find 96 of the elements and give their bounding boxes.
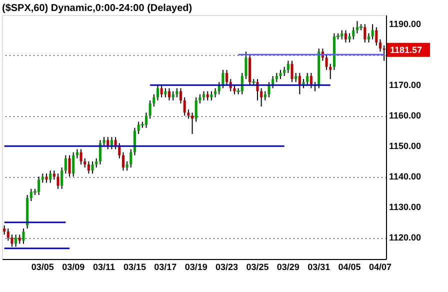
candlestick xyxy=(3,224,6,236)
candlestick xyxy=(310,72,312,89)
candlestick xyxy=(18,234,21,244)
candlestick xyxy=(378,38,382,52)
candlestick xyxy=(279,69,282,80)
x-tick-label: 04/07 xyxy=(368,262,392,272)
x-tick-label: 03/15 xyxy=(123,262,146,272)
candlestick xyxy=(156,84,160,101)
y-tick-label: 1190.00 xyxy=(389,19,422,30)
candlestick xyxy=(206,90,209,101)
candlestick xyxy=(41,173,44,184)
y-tick-label: 1150.00 xyxy=(389,141,422,152)
candlestick xyxy=(260,88,263,107)
candlestick xyxy=(352,26,355,40)
x-tick-label: 03/19 xyxy=(184,262,208,272)
candlestick xyxy=(202,90,206,101)
candlestick xyxy=(283,66,286,76)
candlestick xyxy=(226,69,228,86)
candlestick xyxy=(10,234,14,248)
candlestick xyxy=(244,51,248,80)
candlestick xyxy=(348,32,351,43)
x-tick-label: 03/11 xyxy=(93,262,116,272)
candlestick xyxy=(214,88,217,98)
candlestick xyxy=(133,127,136,156)
candlestick xyxy=(367,32,370,43)
candlestick xyxy=(364,24,366,43)
candlestick xyxy=(122,152,124,172)
candlestick xyxy=(275,72,278,83)
candlestick xyxy=(298,72,301,95)
candlestick xyxy=(72,152,75,178)
y-tick-label: 1140.00 xyxy=(389,172,422,182)
candlestick xyxy=(233,84,236,95)
candlestick xyxy=(306,72,309,86)
x-tick-label: 03/31 xyxy=(308,262,330,272)
candlestick xyxy=(164,88,167,98)
candlestick xyxy=(176,88,178,98)
candlestick xyxy=(60,167,64,190)
x-tick-label: 03/05 xyxy=(31,262,54,272)
candlestick xyxy=(98,140,102,165)
candlestick xyxy=(329,63,332,80)
x-tick-label: 03/25 xyxy=(246,262,269,272)
candlestick xyxy=(56,173,60,190)
chart-title: ($SPX,60) Dynamic,0:00-24:00 (Delayed) xyxy=(2,3,192,14)
candlestick xyxy=(264,90,266,101)
candlestick xyxy=(183,96,186,116)
candlestick xyxy=(76,148,78,159)
candlestick xyxy=(80,148,82,165)
candlestick xyxy=(148,100,152,120)
candlestick xyxy=(45,173,48,184)
candlestick xyxy=(87,160,90,174)
candlestick xyxy=(68,154,71,178)
candlestick xyxy=(152,94,156,107)
candlestick xyxy=(371,24,374,40)
candlestick xyxy=(14,234,18,248)
text: 1181.57 xyxy=(390,44,422,55)
candlestick xyxy=(198,94,202,104)
x-tick-label: 03/29 xyxy=(276,262,300,272)
candlestick xyxy=(160,84,163,98)
candlestick xyxy=(130,148,132,168)
candlestick xyxy=(102,136,106,147)
candlestick xyxy=(180,88,182,104)
candlestick xyxy=(187,109,190,120)
y-tick-label: 1160.00 xyxy=(389,110,422,121)
candlestick xyxy=(344,30,347,43)
x-tick-label: 03/17 xyxy=(154,262,177,272)
candlestick xyxy=(325,54,328,70)
x-tick-label: 03/09 xyxy=(62,262,85,272)
candlestick xyxy=(118,142,121,159)
candlestick xyxy=(84,158,86,168)
candlestick xyxy=(52,170,56,180)
candlestick xyxy=(290,60,294,83)
candlestick xyxy=(126,160,128,172)
candlestick xyxy=(256,78,259,101)
x-tick-label: 04/05 xyxy=(338,262,361,272)
candlestick xyxy=(191,112,194,134)
candlestick xyxy=(294,72,298,83)
candlestick xyxy=(64,154,67,174)
candlestick xyxy=(240,72,244,95)
candlestick xyxy=(144,112,148,128)
candlestick xyxy=(49,170,52,184)
candlestick xyxy=(286,60,290,74)
candlestick xyxy=(22,228,25,244)
candlestick xyxy=(210,90,213,101)
candlestick xyxy=(6,228,10,242)
y-tick-label: 1120.00 xyxy=(389,232,422,243)
candlestick xyxy=(268,82,270,98)
y-tick-label: 1130.00 xyxy=(389,202,422,212)
x-tick-label: 03/23 xyxy=(216,262,238,272)
candlestick xyxy=(375,26,378,46)
y-tick-label: 1170.00 xyxy=(389,80,422,90)
candlestick xyxy=(95,158,98,168)
candlestick xyxy=(91,160,94,174)
candlestick xyxy=(168,88,171,101)
candlestick xyxy=(194,96,198,122)
candlestick xyxy=(172,90,174,101)
candlestick xyxy=(222,69,224,89)
